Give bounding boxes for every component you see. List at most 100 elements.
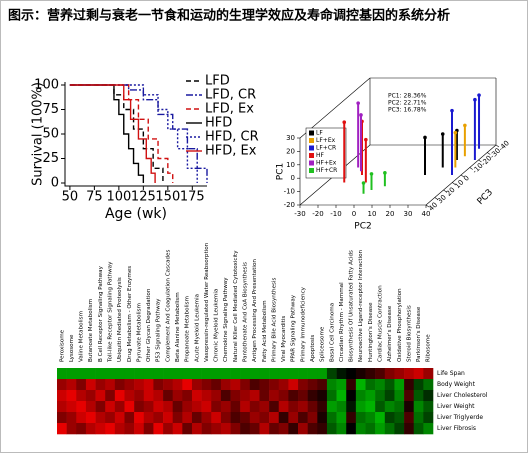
heat-cell <box>172 401 183 413</box>
heat-cell <box>172 412 183 424</box>
legend-label: LFD, Ex <box>205 102 254 117</box>
figure-title: 图示：营养过剩与衰老一节食和运动的生理学效应及寿命调控基因的系统分析 <box>8 8 450 24</box>
heat-cell <box>288 390 299 402</box>
heat-cell <box>355 423 366 435</box>
heat-cell <box>143 423 154 435</box>
heat-cell <box>124 423 135 435</box>
column-label: Fatty Acid Metabolism <box>262 300 268 362</box>
point <box>477 93 481 97</box>
heat-cell <box>375 412 386 424</box>
heat-cell <box>95 412 106 424</box>
heat-cell <box>346 412 357 424</box>
heat-cell <box>423 368 434 380</box>
heat-cell <box>163 423 173 435</box>
heat-cell <box>85 401 96 413</box>
heat-cell <box>269 390 280 402</box>
column-label: Propanoate Metabolism <box>185 296 191 362</box>
x-tick-label: 30 <box>404 210 413 218</box>
heat-cell <box>76 368 87 380</box>
heat-cell <box>394 368 405 380</box>
z-tick-label: 0 <box>462 174 471 183</box>
heat-cell <box>211 423 222 435</box>
heat-cell <box>230 390 241 402</box>
heat-cell <box>172 368 183 380</box>
column-label: Ubiquitin Mediated Proteolysis <box>117 277 123 362</box>
heat-cell <box>413 390 424 402</box>
z-tick-label: 10 <box>453 178 465 190</box>
point <box>423 135 427 140</box>
survival-line <box>69 84 208 183</box>
heat-cell <box>153 401 164 413</box>
heat-cell <box>182 368 193 380</box>
heat-cell <box>95 390 106 402</box>
column-label: Parkinson's Disease <box>416 306 422 362</box>
heat-cell <box>394 401 405 413</box>
heat-cell <box>336 401 347 413</box>
point <box>450 108 454 113</box>
heat-cell <box>66 401 77 413</box>
heat-cell <box>66 412 77 424</box>
row-label: Liver Weight <box>437 403 475 410</box>
heat-cell <box>124 401 135 413</box>
heat-cell <box>153 412 164 424</box>
heat-cell <box>307 390 318 402</box>
point <box>440 132 445 136</box>
heat-cell <box>365 368 376 380</box>
heat-cell <box>105 401 116 413</box>
heat-cell <box>336 423 347 435</box>
heat-cell <box>163 379 173 391</box>
heat-cell <box>249 401 260 413</box>
point <box>342 120 347 124</box>
z-tick-label: 20 <box>445 186 457 198</box>
heat-cell <box>355 368 366 380</box>
heat-cell <box>326 379 337 391</box>
heat-cell <box>355 412 366 424</box>
column-label: Lysosome <box>69 334 75 362</box>
heat-cell <box>404 368 415 380</box>
row-label: Liver Fibrosis <box>437 425 476 432</box>
legend-label: LFD <box>205 74 230 89</box>
heat-cell <box>404 390 415 402</box>
heat-cell <box>298 368 308 380</box>
column-label: Pyruvate Metabolism <box>136 303 142 362</box>
heat-cell <box>201 423 212 435</box>
heat-cell <box>114 390 125 402</box>
heat-cell <box>307 401 318 413</box>
heat-cell <box>76 401 87 413</box>
heat-cell <box>384 423 395 435</box>
heat-cell <box>134 379 145 391</box>
heat-cell <box>278 401 289 413</box>
column-label: Chemokine Signaling Pathway <box>223 277 229 362</box>
axis-line <box>64 82 207 187</box>
x-tick-label: 175 <box>180 190 205 205</box>
heat-cell <box>163 368 173 380</box>
heat-cell <box>230 401 241 413</box>
heat-cell <box>172 379 183 391</box>
heat-cell <box>375 390 386 402</box>
row-label: Liver Cholesterol <box>437 392 488 399</box>
heat-cell <box>240 423 251 435</box>
z-tick <box>487 152 491 155</box>
survival-line <box>69 84 156 183</box>
column-label: Pantothenate And CoA Biosynthesis <box>243 262 249 362</box>
heat-cell <box>220 401 231 413</box>
heat-cell <box>259 412 270 424</box>
column-label: Acute Myeloid Leukemia <box>194 294 200 362</box>
heat-cell <box>249 379 260 391</box>
heat-cell <box>211 368 222 380</box>
heat-cell <box>182 423 193 435</box>
heat-cell <box>211 390 222 402</box>
x-tick-label: 20 <box>386 210 395 218</box>
heat-cell <box>355 401 366 413</box>
column-label: Ribosome <box>426 334 432 362</box>
x-tick-label: 75 <box>86 190 103 205</box>
heat-cell <box>394 423 405 435</box>
heat-cell <box>404 412 415 424</box>
z-tick <box>434 197 438 200</box>
heat-cell <box>278 412 289 424</box>
y-tick-label: 25 <box>42 151 59 166</box>
legend-label: HF <box>316 152 325 159</box>
column-label: B Cell Receptor Signaling Pathway <box>98 265 104 362</box>
heat-cell <box>134 412 145 424</box>
x-tick-label: 40 <box>422 210 431 218</box>
